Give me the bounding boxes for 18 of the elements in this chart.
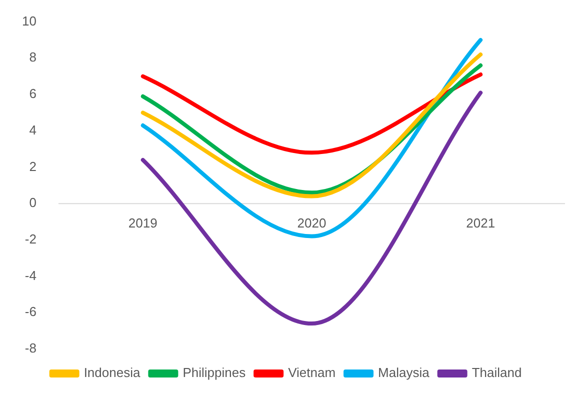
y-tick-label: 6 [29,86,36,102]
legend-label: Vietnam [288,365,336,380]
legend-label: Malaysia [378,365,430,380]
y-tick-label: -8 [24,340,36,356]
legend-label: Indonesia [84,365,141,380]
y-tick-label: 0 [29,195,36,210]
x-tick-label: 2019 [128,216,158,231]
legend-label: Philippines [182,365,246,380]
y-tick-label: 4 [29,122,36,138]
legend-label: Thailand [472,365,522,380]
y-tick-label: -4 [24,268,36,283]
y-tick-label: -6 [24,304,36,320]
x-tick-label: 2020 [297,216,326,231]
y-tick-label: 10 [22,13,36,28]
x-tick-label: 2021 [466,216,496,231]
y-tick-label: 2 [29,158,36,174]
y-tick-label: 8 [29,50,36,65]
y-tick-label: -2 [24,232,36,247]
